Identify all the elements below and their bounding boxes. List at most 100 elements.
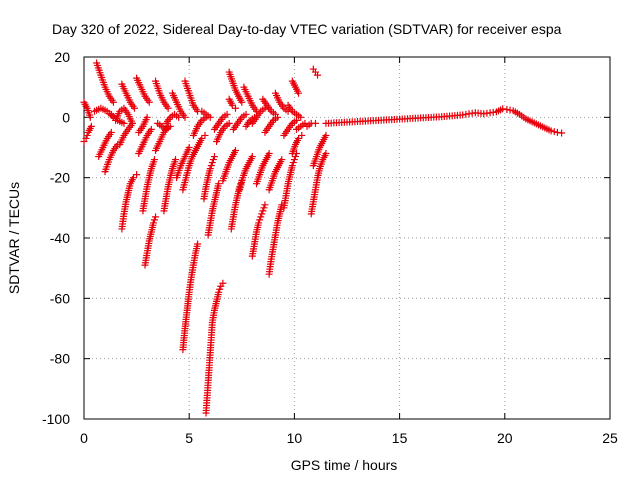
data-point [172, 156, 180, 164]
data-point [261, 201, 269, 209]
series-arc-23 [173, 144, 193, 182]
series-arc-17 [152, 77, 172, 112]
series-arc-19 [152, 122, 172, 155]
data-point [274, 113, 282, 121]
data-point [215, 288, 223, 296]
x-tick-label: 5 [185, 430, 193, 446]
data-point [322, 131, 330, 139]
data-point [295, 89, 303, 97]
x-axis-label: GPS time / hours [291, 457, 398, 473]
x-tick-label: 10 [287, 430, 303, 446]
data-point [259, 207, 267, 215]
data-point [242, 110, 250, 118]
series-arc-49 [271, 89, 292, 115]
data-point [87, 122, 95, 130]
series-arc-28 [198, 107, 214, 121]
data-point [164, 104, 172, 112]
data-point [238, 98, 246, 106]
data-point [459, 111, 467, 119]
series-arc-01 [80, 98, 94, 121]
data-point [506, 106, 514, 114]
series-arc-35 [225, 68, 246, 106]
data-point [206, 165, 214, 173]
data-point [207, 162, 215, 170]
data-point [219, 279, 227, 287]
series-arc-34 [219, 147, 239, 185]
data-point [290, 156, 298, 164]
series-arc-10 [116, 119, 136, 148]
x-tick-label: 0 [80, 430, 88, 446]
series-arc-39 [236, 153, 256, 194]
y-axis-label: SDTVAR / TECUs [6, 182, 22, 294]
series-arc-36 [225, 95, 239, 112]
data-point [107, 128, 115, 136]
series-arc-53 [288, 131, 306, 158]
data-point [231, 104, 239, 112]
data-point [145, 98, 153, 106]
data-point [216, 285, 224, 293]
x-tick-label: 15 [392, 430, 408, 446]
series-arc-52 [284, 101, 305, 121]
data-point [255, 219, 263, 227]
grid-lines [84, 57, 610, 419]
series-arc-24 [179, 131, 209, 194]
data-point [149, 219, 157, 227]
data-point [152, 213, 160, 221]
series-arc-59 [309, 65, 322, 79]
y-tick-label: 0 [62, 109, 70, 125]
data-point [82, 134, 90, 142]
data-point [83, 131, 91, 139]
series-arc-44 [253, 150, 273, 188]
data-point [210, 153, 218, 161]
data-point [198, 134, 206, 142]
data-point [147, 125, 155, 133]
series-arc-57 [307, 150, 330, 218]
series-arc-30 [202, 279, 227, 417]
data-point [298, 131, 306, 139]
chart-title: Day 320 of 2022, Sidereal Day-to-day VTE… [52, 21, 562, 37]
data-point [293, 116, 301, 124]
series-arc-37 [227, 177, 246, 233]
data-point [260, 204, 268, 212]
y-tick-label: -80 [50, 351, 70, 367]
data-point [258, 210, 266, 218]
data-point [311, 119, 319, 127]
data-point [550, 128, 558, 136]
data-point [278, 156, 286, 164]
data-point [248, 153, 256, 161]
y-tick-label: -60 [50, 290, 70, 306]
series-arc-32 [210, 110, 231, 133]
series-arc-56 [303, 119, 319, 130]
data-point [225, 119, 233, 127]
data-point [314, 71, 322, 79]
data-point [120, 119, 128, 127]
data-point [257, 213, 265, 221]
data-point [547, 127, 555, 135]
data-point [130, 104, 138, 112]
data-point [289, 159, 297, 167]
data-point [150, 156, 158, 164]
data-point [297, 113, 305, 121]
series-arc-46 [261, 113, 282, 136]
data-point [143, 113, 151, 121]
data-point [228, 101, 236, 109]
data-point [150, 216, 158, 224]
series-arc-38 [229, 110, 250, 133]
series-tail [322, 105, 566, 137]
y-tick-label: 20 [54, 49, 70, 65]
series-arc-54 [288, 77, 303, 97]
data-point [175, 113, 183, 121]
data-point [209, 156, 217, 164]
data-point [499, 105, 507, 113]
series-arc-11 [118, 171, 141, 233]
series-arc-02 [80, 122, 95, 145]
series-arc-05 [95, 128, 115, 161]
data-points [80, 59, 566, 417]
series-arc-25 [179, 240, 202, 354]
plot-frame [83, 56, 611, 420]
data-point [288, 162, 296, 170]
series-arc-40 [240, 83, 261, 115]
series-arc-20 [160, 156, 180, 215]
data-point [206, 113, 214, 121]
series-arc-03 [93, 59, 117, 106]
